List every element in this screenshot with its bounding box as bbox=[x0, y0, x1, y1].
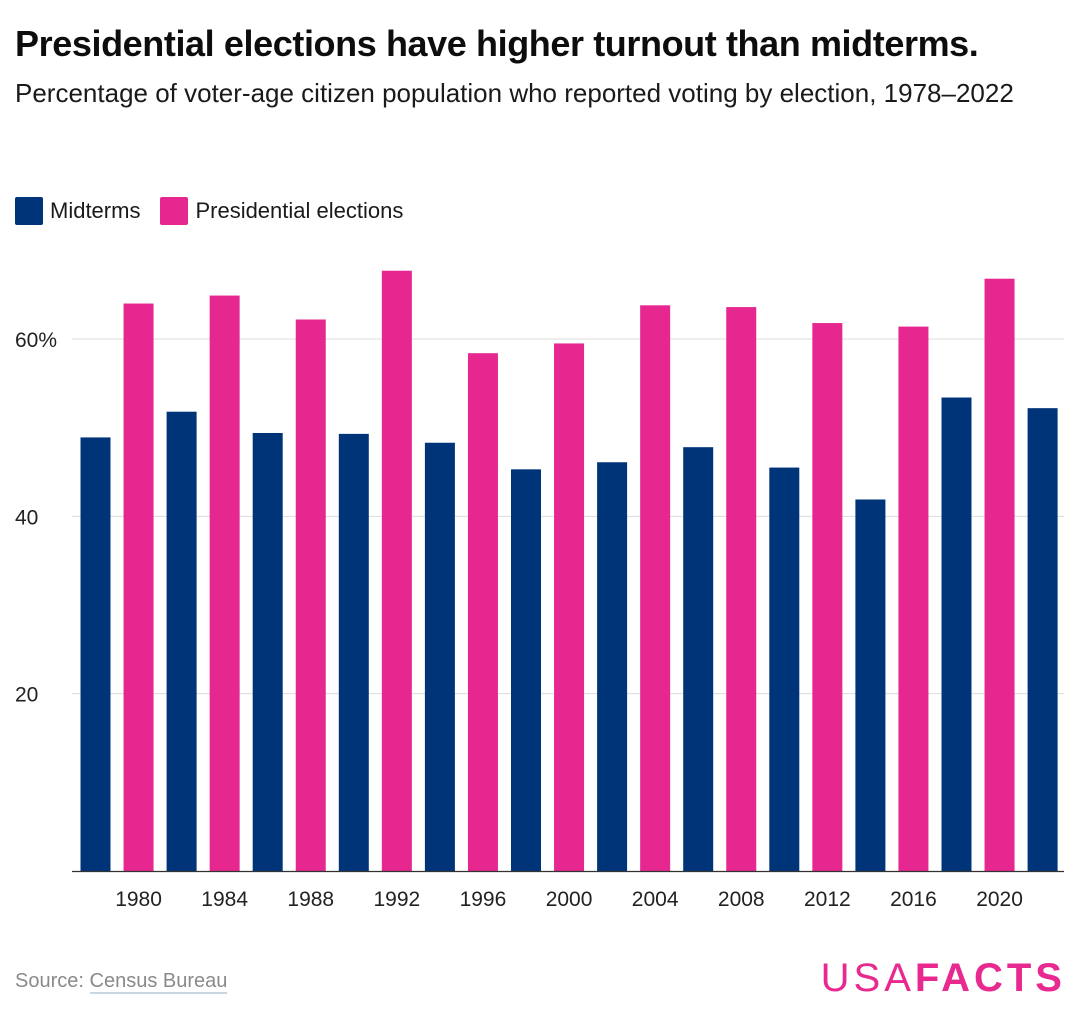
y-tick-label-60: 60% bbox=[15, 329, 57, 352]
legend-item-presidential: Presidential elections bbox=[160, 197, 403, 225]
x-tick-label-2016: 2016 bbox=[890, 888, 937, 911]
legend-label-midterms: Midterms bbox=[50, 198, 141, 223]
x-tick-label-2004: 2004 bbox=[632, 888, 679, 911]
chart-title: Presidential elections have higher turno… bbox=[15, 23, 979, 64]
legend-item-midterms: Midterms bbox=[15, 197, 140, 225]
x-tick-label-1996: 1996 bbox=[460, 888, 507, 911]
bar-midterm-1978 bbox=[80, 437, 111, 871]
x-tick-label-2008: 2008 bbox=[718, 888, 765, 911]
source-prefix: Source: bbox=[15, 970, 84, 992]
bar-presidential-2004 bbox=[640, 305, 671, 872]
bar-midterm-2014 bbox=[855, 499, 886, 871]
bar-presidential-1996 bbox=[467, 353, 498, 872]
x-tick-label-1992: 1992 bbox=[373, 888, 420, 911]
source-link[interactable]: Census Bureau bbox=[89, 970, 228, 994]
bar-midterm-1990 bbox=[338, 433, 369, 871]
bar-presidential-1980 bbox=[123, 303, 154, 871]
bar-presidential-2020 bbox=[984, 278, 1015, 871]
bar-presidential-1992 bbox=[381, 270, 412, 871]
bar-midterm-2010 bbox=[769, 467, 800, 871]
legend: Midterms Presidential elections bbox=[15, 197, 423, 225]
usafacts-logo: USAFACTS bbox=[820, 956, 1066, 1000]
bar-midterm-1998 bbox=[511, 469, 541, 871]
x-tick-label-2012: 2012 bbox=[804, 888, 851, 911]
legend-swatch-midterms bbox=[15, 197, 43, 225]
bar-midterm-1994 bbox=[424, 442, 455, 871]
bar-presidential-1984 bbox=[209, 295, 240, 871]
chart-subtitle: Percentage of voter-age citizen populati… bbox=[15, 78, 1014, 108]
y-tick-label-20: 20 bbox=[15, 684, 38, 707]
source-note: Source: Census Bureau bbox=[15, 970, 228, 994]
y-tick-label-40: 40 bbox=[15, 506, 38, 529]
bar-presidential-2000 bbox=[554, 343, 585, 871]
x-tick-label-1988: 1988 bbox=[287, 888, 334, 911]
bar-midterm-2002 bbox=[597, 462, 628, 871]
bar-midterm-2006 bbox=[683, 447, 714, 871]
bar-chart: 20 40 60% 1980 1984 1988 1992 1996 2000 2004 2008 2… bbox=[15, 270, 1064, 911]
legend-label-presidential: Presidential elections bbox=[195, 198, 404, 223]
bar-presidential-2012 bbox=[812, 323, 843, 871]
bar-midterm-1982 bbox=[166, 411, 197, 871]
bar-midterm-2018 bbox=[941, 397, 972, 871]
x-tick-label-1980: 1980 bbox=[115, 888, 162, 911]
x-tick-label-2000: 2000 bbox=[546, 888, 593, 911]
bar-presidential-2016 bbox=[898, 326, 929, 871]
bar-midterm-1986 bbox=[252, 432, 283, 871]
bar-presidential-2008 bbox=[726, 307, 757, 872]
x-tick-label-1984: 1984 bbox=[201, 888, 248, 911]
bar-midterm-2022 bbox=[1027, 408, 1058, 871]
bar-presidential-1988 bbox=[295, 319, 326, 871]
x-tick-label-2020: 2020 bbox=[976, 888, 1023, 911]
legend-swatch-presidential bbox=[160, 197, 189, 225]
